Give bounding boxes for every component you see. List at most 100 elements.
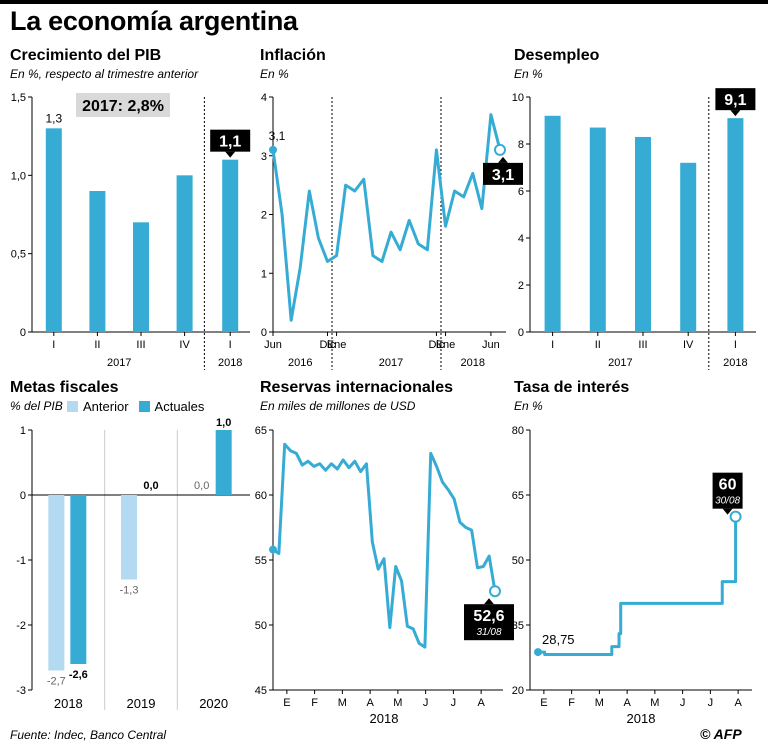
pib-bar bbox=[133, 222, 149, 332]
pib-year-label: 2018 bbox=[218, 357, 242, 369]
metas-ytick-label: -1 bbox=[16, 555, 26, 567]
metas-value-label-actuales: 0,0 bbox=[143, 480, 158, 492]
tasa-series-line bbox=[538, 516, 738, 656]
reservas-year-label: 2018 bbox=[370, 711, 399, 726]
desempleo-xtick-label: IV bbox=[683, 339, 694, 351]
inflacion-xtick-label: Dic bbox=[428, 339, 444, 351]
metas-xtick-label: 2019 bbox=[127, 696, 156, 711]
tasa-ytick-label: 50 bbox=[512, 555, 524, 567]
pib-title: Crecimiento del PIB bbox=[10, 47, 162, 64]
inflacion-first-point bbox=[269, 145, 277, 154]
pib-last-value-label: 1,1 bbox=[219, 134, 241, 151]
legend-swatch-actuales bbox=[138, 401, 150, 412]
metas-value-label-anterior: -2,7 bbox=[47, 676, 66, 688]
inflacion-subtitle: En % bbox=[260, 67, 289, 81]
reservas-first-point bbox=[269, 545, 277, 554]
tasa-xtick-label: J bbox=[680, 697, 686, 709]
inflacion-ytick-label: 4 bbox=[261, 92, 267, 104]
inflacion-xtick-label: Ene bbox=[436, 339, 456, 351]
reservas-xtick-label: M bbox=[393, 697, 402, 709]
desempleo-ytick-label: 0 bbox=[518, 327, 524, 339]
reservas-last-point bbox=[489, 585, 501, 598]
inflacion-first-value-label: 3,1 bbox=[269, 129, 286, 143]
legend-swatch-anterior bbox=[67, 401, 78, 412]
tasa-last-value-label: 60 bbox=[719, 477, 737, 494]
desempleo-ytick-label: 8 bbox=[518, 139, 524, 151]
tasa-subtitle: En % bbox=[514, 399, 543, 413]
inflacion-ytick-label: 0 bbox=[261, 327, 267, 339]
reservas-xtick-label: E bbox=[283, 697, 290, 709]
desempleo-ytick-label: 4 bbox=[518, 233, 524, 245]
pib-xtick-label: IV bbox=[179, 339, 190, 351]
desempleo-bar bbox=[727, 118, 744, 333]
metas-value-label-actuales: -2,6 bbox=[69, 669, 88, 681]
tasa-first-point bbox=[534, 648, 542, 657]
desempleo-last-value-label-pointer bbox=[730, 110, 741, 117]
desempleo-year-label: 2018 bbox=[723, 357, 747, 369]
metas-bar-actuales bbox=[70, 495, 87, 664]
pib-bar bbox=[176, 175, 193, 332]
pib-last-value-label-box bbox=[210, 129, 251, 152]
desempleo-bar bbox=[589, 127, 606, 332]
inflacion-year-label: 2016 bbox=[288, 357, 312, 369]
top-bar bbox=[0, 0, 768, 4]
reservas-xtick-label: M bbox=[338, 697, 347, 709]
tasa-ytick-label: 80 bbox=[512, 425, 524, 437]
metas-value-label-anterior: 0,0 bbox=[194, 480, 209, 492]
metas-ytick-label: -2 bbox=[16, 620, 26, 632]
desempleo-xtick-label: III bbox=[638, 339, 647, 351]
reservas-ytick-label: 45 bbox=[255, 685, 267, 697]
tasa-xtick-label: M bbox=[650, 697, 659, 709]
metas-legend: Anterior Actuales bbox=[67, 399, 214, 414]
reservas-last-value-label: 52,6 bbox=[473, 608, 504, 625]
desempleo-last-value-label: 9,1 bbox=[724, 92, 746, 109]
metas-xtick-label: 2020 bbox=[199, 696, 228, 711]
inflacion-ytick-label: 1 bbox=[261, 268, 267, 280]
tasa-first-value-label: 28,75 bbox=[542, 632, 575, 647]
page-title: La economía argentina bbox=[10, 6, 298, 36]
metas-value-label-actuales: 1,0 bbox=[216, 417, 231, 429]
pib-xtick-label: II bbox=[94, 339, 100, 351]
reservas-last-value-label-box bbox=[464, 604, 514, 641]
reservas-ytick-label: 55 bbox=[255, 555, 267, 567]
pib-bar bbox=[45, 128, 62, 332]
reservas-series-line bbox=[272, 442, 497, 649]
inflacion-ytick-label: 2 bbox=[261, 210, 267, 222]
tasa-last-value-label-date: 30/08 bbox=[715, 496, 740, 507]
tasa-ytick-label: 20 bbox=[512, 685, 524, 697]
metas-xtick-label: 2018 bbox=[54, 696, 83, 711]
tasa-title: Tasa de interés bbox=[514, 379, 630, 396]
pib-bar bbox=[89, 191, 106, 332]
desempleo-bar bbox=[680, 162, 697, 332]
metas-title: Metas fiscales bbox=[10, 379, 119, 396]
pib-note-box bbox=[76, 93, 170, 117]
inflacion-year-label: 2018 bbox=[461, 357, 485, 369]
reservas-xtick-label: J bbox=[451, 697, 457, 709]
desempleo-xtick-label: I bbox=[734, 339, 737, 351]
tasa-last-value-label-box bbox=[712, 472, 743, 509]
inflacion-xtick-label: Ene bbox=[327, 339, 347, 351]
tasa-year-label: 2018 bbox=[627, 711, 656, 726]
desempleo-last-value-label-box bbox=[715, 88, 756, 111]
reservas-ytick-label: 60 bbox=[255, 490, 267, 502]
desempleo-xtick-label: II bbox=[595, 339, 601, 351]
inflacion-xtick-label: Dic bbox=[320, 339, 336, 351]
tasa-xtick-label: A bbox=[734, 697, 742, 709]
pib-bar bbox=[222, 159, 239, 332]
desempleo-xtick-label: I bbox=[551, 339, 554, 351]
metas-ytick-label: -3 bbox=[16, 685, 26, 697]
desempleo-title: Desempleo bbox=[514, 47, 600, 64]
metas-value-label-anterior: -1,3 bbox=[120, 585, 139, 597]
desempleo-ytick-label: 2 bbox=[518, 280, 524, 292]
tasa-xtick-label: J bbox=[708, 697, 714, 709]
metas-bar-anterior bbox=[48, 495, 65, 671]
pib-subtitle: En %, respecto al trimestre anterior bbox=[10, 67, 199, 81]
metas-subtitle: % del PIB bbox=[10, 399, 63, 413]
legend-label-actuales: Actuales bbox=[154, 399, 205, 414]
inflacion-last-point bbox=[494, 143, 506, 156]
reservas-xtick-label: A bbox=[477, 697, 485, 709]
pib-ytick-label: 1,5 bbox=[11, 92, 26, 104]
metas-bar-actuales bbox=[215, 430, 232, 495]
tasa-ytick-label: 65 bbox=[512, 490, 524, 502]
pib-xtick-label: I bbox=[52, 339, 55, 351]
